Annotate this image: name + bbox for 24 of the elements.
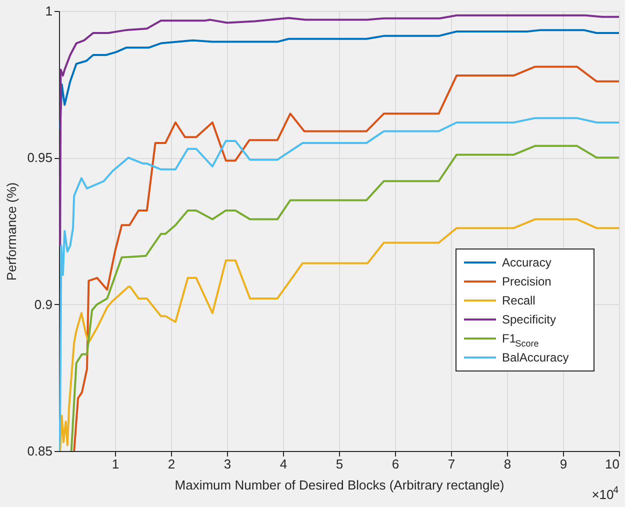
x-tick-label: 4 <box>280 456 288 472</box>
x-tick-label: 7 <box>448 456 456 472</box>
legend-label: Recall <box>502 294 536 308</box>
x-tick-label: 10 <box>605 456 620 472</box>
x-tick-label: 8 <box>504 456 512 472</box>
x-tick-label: 9 <box>560 456 568 472</box>
x-axis-title: Maximum Number of Desired Blocks (Arbitrary rectangle) <box>174 478 504 492</box>
legend-label: Accuracy <box>502 256 552 270</box>
y-tick-label: 1 <box>45 4 52 18</box>
x-tick-label: 1 <box>112 456 120 472</box>
x-tick-label: 5 <box>336 456 344 472</box>
y-axis-title: Performance (%) <box>4 182 20 281</box>
legend-label: Precision <box>502 274 552 288</box>
y-tick-label: 0.9 <box>34 296 52 312</box>
line-series <box>59 14 619 247</box>
legend-label: Specificity <box>502 312 556 326</box>
y-tick-label: 0.85 <box>27 444 52 458</box>
x-tick-label: 2 <box>168 456 176 472</box>
x-tick-label: 3 <box>224 456 232 472</box>
y-tick-label: 0.95 <box>27 150 52 166</box>
line-series <box>73 66 619 451</box>
x-tick-label: 6 <box>392 456 400 472</box>
legend-label: BalAccuracy <box>502 350 569 364</box>
line-series <box>59 29 619 130</box>
